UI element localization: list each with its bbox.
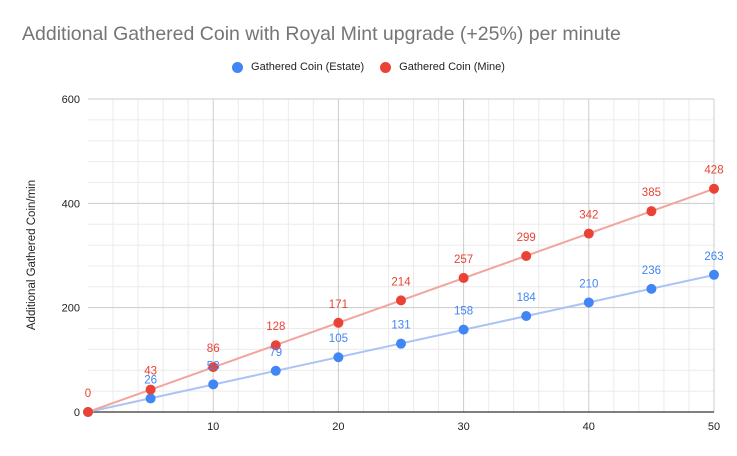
- legend-item-mine[interactable]: Gathered Coin (Mine): [380, 61, 505, 73]
- data-label-mine: 128: [266, 321, 285, 333]
- x-tick-label: 40: [583, 421, 595, 433]
- data-point-estate: [270, 365, 281, 376]
- data-point-mine: [646, 206, 657, 217]
- data-point-estate: [709, 269, 719, 280]
- axes: 10 20 30 40 50 0 200 400 600: [62, 94, 720, 433]
- data-point-mine: [333, 317, 344, 328]
- data-point-mine: [208, 362, 219, 373]
- data-label-estate: 236: [642, 265, 661, 277]
- data-labels: 26 53 79 105 131 158 184 210 236 263 0 43 86 128 171 21…: [85, 165, 724, 400]
- data-label-mine: 0: [85, 388, 91, 400]
- data-label-estate: 210: [579, 278, 598, 290]
- data-label-estate: 263: [704, 251, 723, 263]
- data-label-estate: 53: [207, 360, 220, 372]
- legend-marker-estate: [232, 61, 244, 73]
- data-label-estate: 184: [517, 292, 537, 304]
- data-point-estate: [646, 283, 657, 294]
- data-point-estate: [333, 352, 344, 363]
- data-label-mine: 171: [329, 299, 348, 311]
- data-label-estate: 158: [454, 306, 473, 318]
- data-label-mine: 299: [517, 232, 536, 244]
- data-point-mine: [709, 183, 719, 194]
- data-label-mine: 385: [642, 187, 661, 199]
- data-label-mine: 214: [391, 276, 411, 288]
- y-tick-label: 400: [62, 198, 80, 210]
- data-label-estate: 131: [391, 320, 410, 332]
- data-label-estate: 26: [144, 374, 157, 386]
- data-label-mine: 86: [207, 343, 220, 355]
- legend: Gathered Coin (Estate) Gathered Coin (Mi…: [0, 61, 737, 73]
- legend-label-estate: Gathered Coin (Estate): [251, 61, 365, 73]
- gridlines: [88, 98, 715, 412]
- x-tick-label: 20: [332, 421, 344, 433]
- x-tick-label: 50: [708, 421, 720, 433]
- data-label-mine: 342: [579, 210, 598, 222]
- legend-item-estate[interactable]: Gathered Coin (Estate): [232, 61, 364, 73]
- x-tick-label: 10: [207, 421, 219, 433]
- data-points: [83, 183, 719, 417]
- legend-label-mine: Gathered Coin (Mine): [399, 61, 505, 73]
- data-point-estate: [521, 311, 532, 322]
- y-tick-label: 0: [74, 407, 80, 419]
- data-point-estate: [208, 379, 219, 390]
- data-point-mine: [458, 272, 469, 283]
- legend-marker-mine: [380, 61, 392, 73]
- data-label-estate: 105: [329, 333, 348, 345]
- data-point-mine: [83, 407, 93, 417]
- data-point-mine: [396, 295, 406, 306]
- data-point-estate: [396, 338, 406, 349]
- data-point-mine: [583, 228, 594, 239]
- data-label-mine: 428: [704, 165, 723, 177]
- y-axis-title: Additional Gathered Coin/min: [26, 180, 38, 330]
- x-tick-label: 30: [457, 421, 469, 433]
- y-tick-label: 600: [62, 94, 80, 106]
- data-point-mine: [521, 251, 532, 262]
- data-label-mine: 43: [144, 366, 157, 378]
- chart-title: Additional Gathered Coin with Royal Mint…: [22, 23, 621, 45]
- data-point-mine: [145, 384, 156, 395]
- data-point-estate: [145, 393, 156, 404]
- data-point-estate: [458, 324, 469, 335]
- data-label-mine: 257: [454, 254, 473, 266]
- data-label-estate: 79: [269, 347, 282, 359]
- data-point-estate: [583, 297, 594, 308]
- data-point-mine: [270, 340, 281, 351]
- y-tick-label: 200: [62, 303, 80, 315]
